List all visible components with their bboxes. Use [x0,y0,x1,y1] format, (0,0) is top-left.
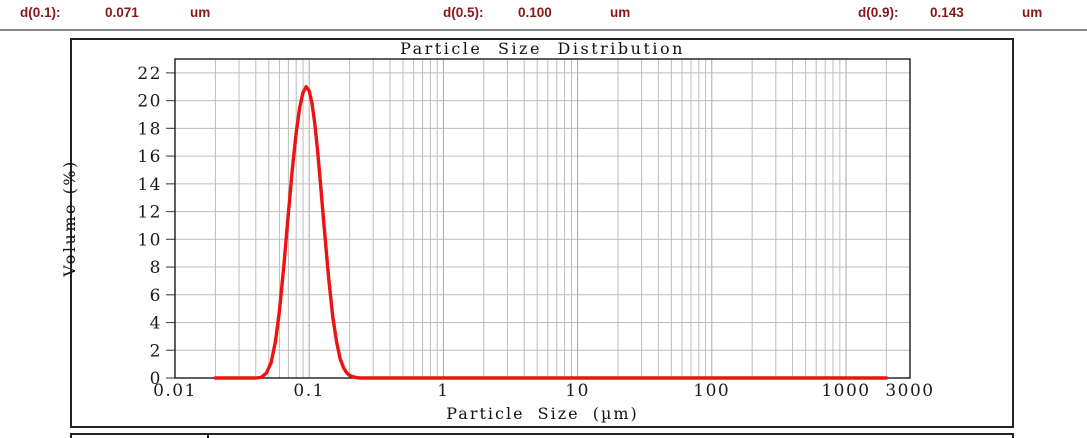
table-column-stub [207,433,209,438]
d50-unit: um [610,5,631,20]
d90-label: d(0.9): [858,5,899,20]
y-tick-label: 20 [137,92,162,112]
d50-value: 0.100 [518,5,552,20]
x-tick-label: 1 [437,381,449,401]
table-top-line [70,433,1014,435]
d90-unit: um [1022,5,1043,20]
distribution-curve [213,85,889,380]
plot-frame [174,58,911,379]
x-tick-label: 3000 [885,381,934,401]
d50-label: d(0.5): [443,5,484,20]
y-tick-label: 6 [150,286,162,306]
x-tick-label: 10 [565,381,590,401]
y-tick-label: 4 [150,314,162,334]
x-tick-label: 1000 [821,381,870,401]
table-column-stub [70,433,72,438]
d10-label: d(0.1): [20,5,61,20]
y-tick-label: 18 [137,119,162,139]
d10-unit: um [190,5,211,20]
x-tick-label: 0.1 [293,381,325,401]
y-tick-label: 2 [150,341,162,361]
x-tick-label: 100 [693,381,730,401]
report-frame [70,38,1014,428]
x-axis-label: Particle Size (µm) [446,404,639,423]
d90-value: 0.143 [930,5,964,20]
y-tick-label: 12 [137,203,162,223]
y-tick-label: 0 [150,369,162,389]
y-tick-label: 22 [137,64,162,84]
y-tick-label: 16 [137,147,162,167]
y-tick-label: 8 [150,258,162,278]
d10-value: 0.071 [105,5,139,20]
x-tick-label: 0.01 [153,381,197,401]
y-tick-label: 10 [137,230,162,250]
chart-title: Particle Size Distribution [400,39,685,58]
table-column-stub [1012,433,1014,438]
y-tick-label: 14 [137,175,162,195]
separator-line [0,29,1087,31]
